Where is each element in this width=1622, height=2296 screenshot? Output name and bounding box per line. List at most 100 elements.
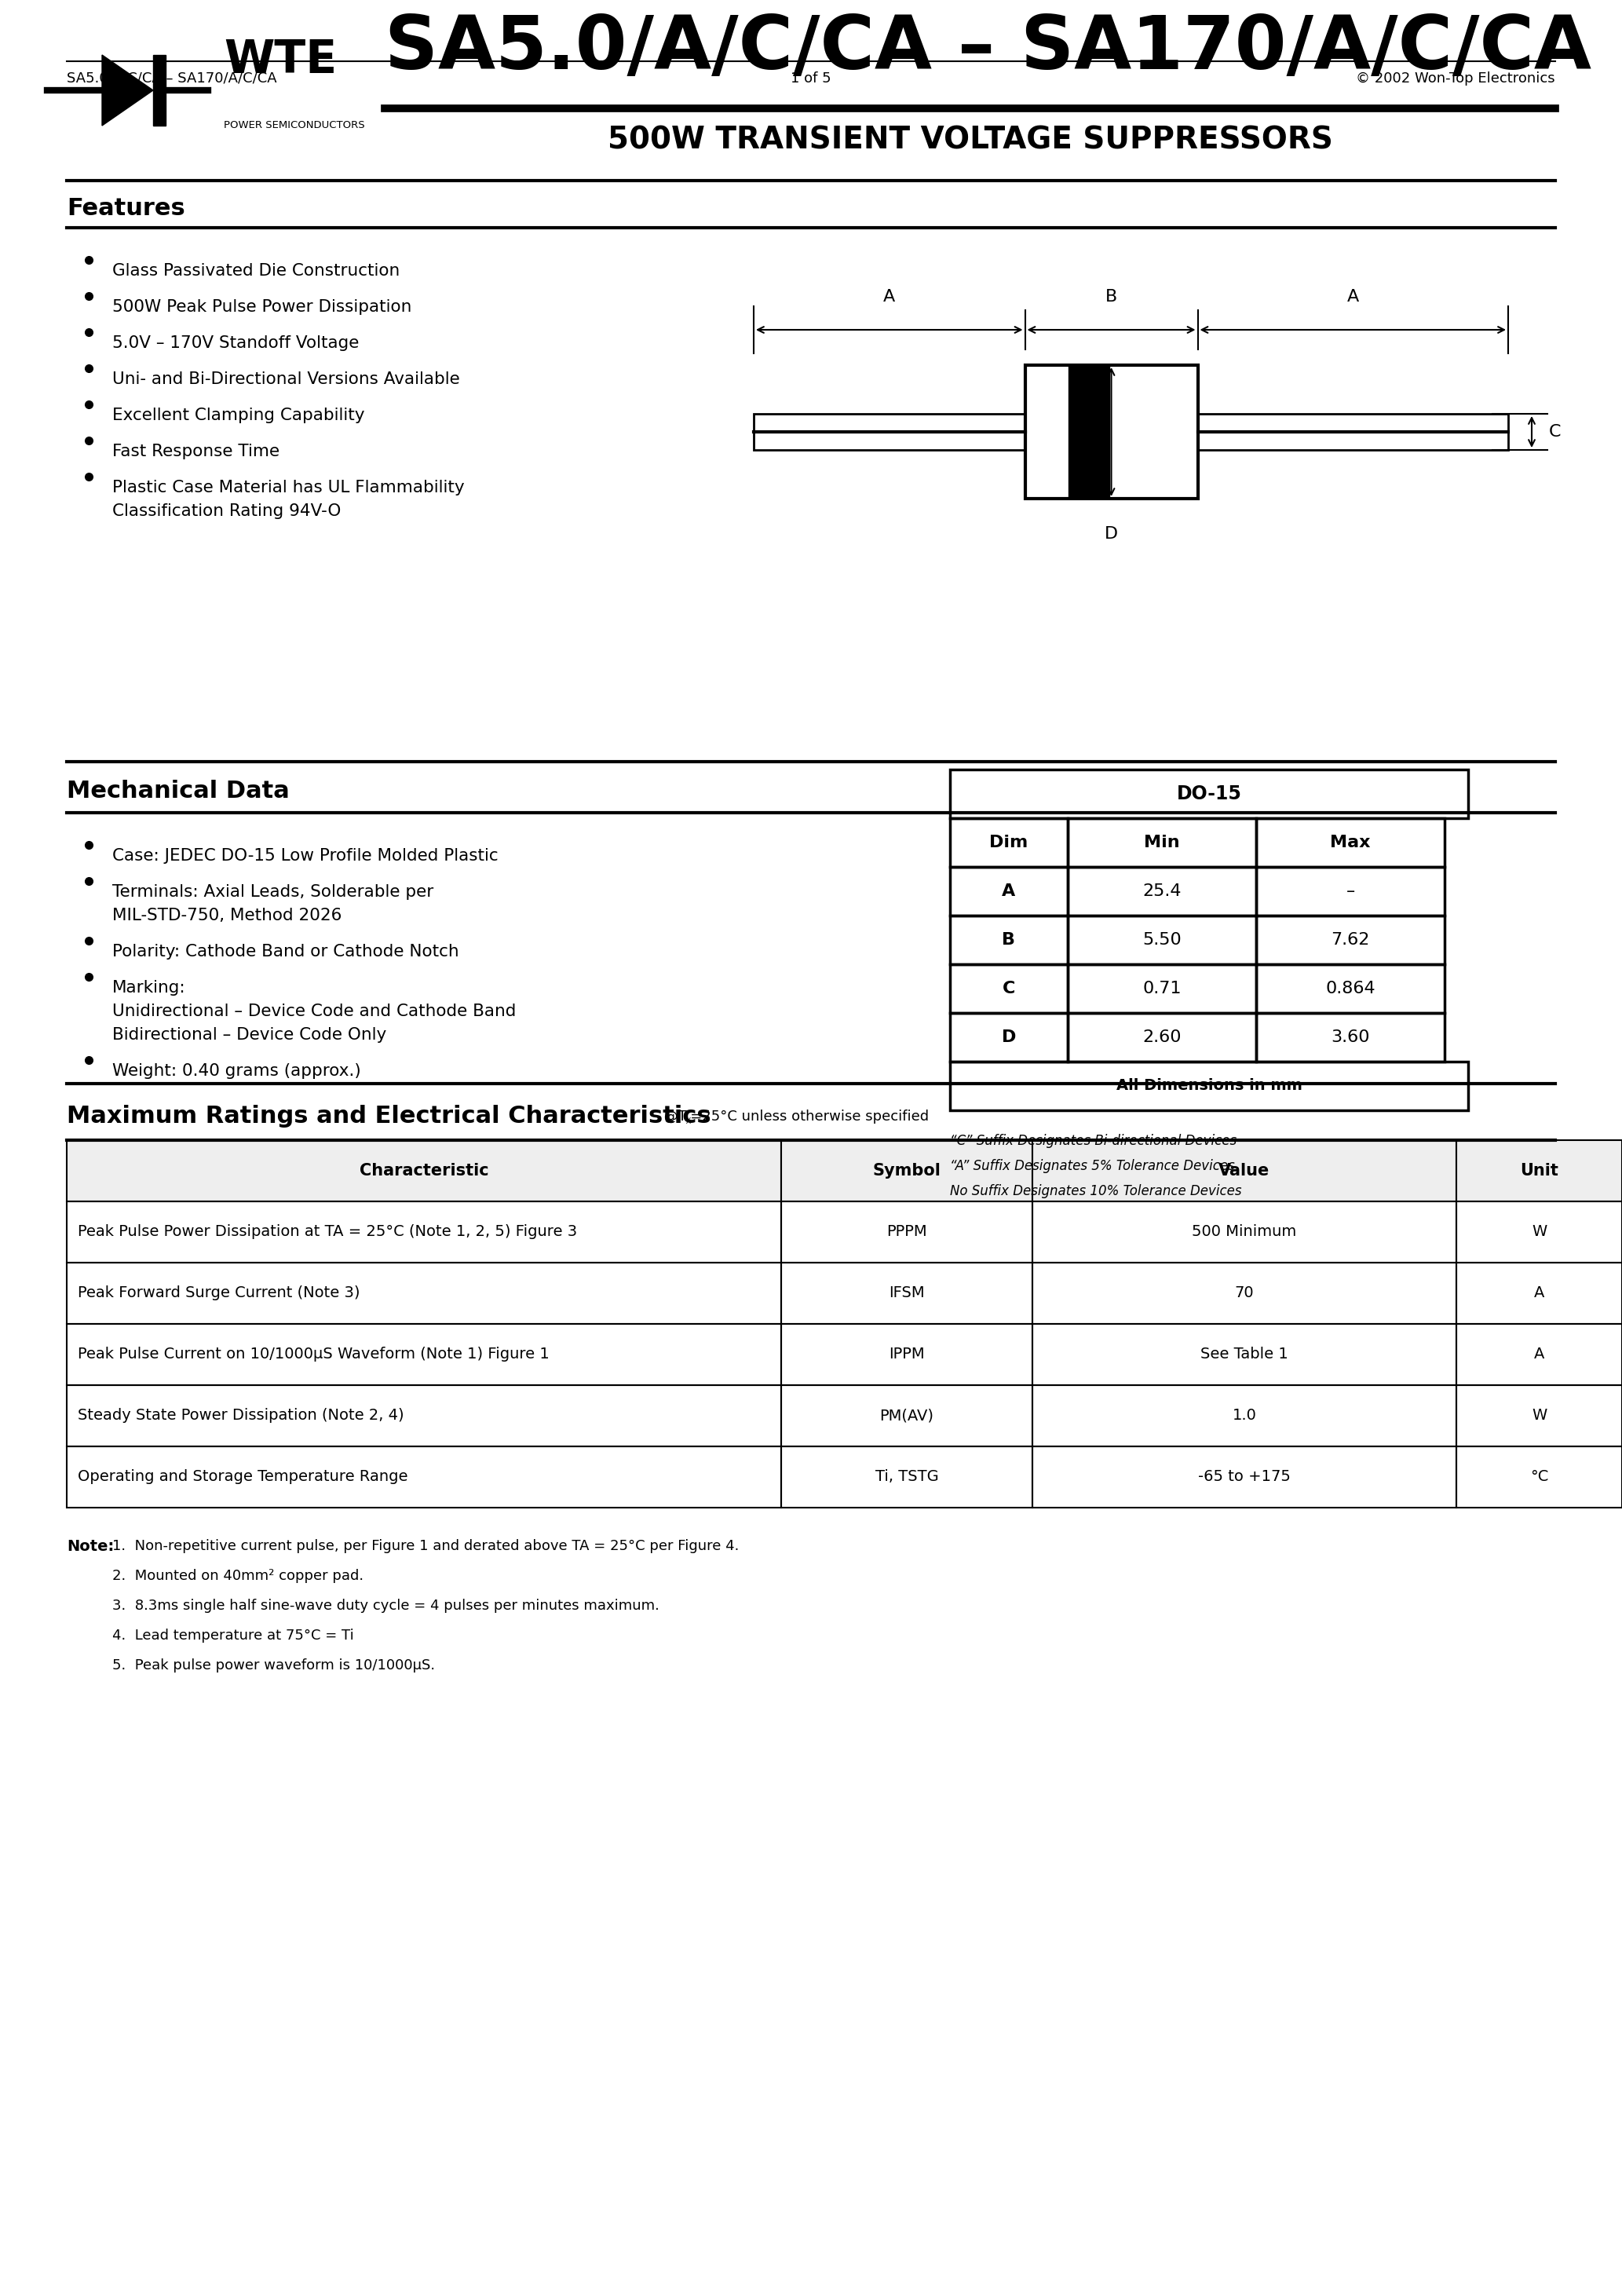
Bar xyxy=(1032,1263,1457,1325)
Text: DO-15: DO-15 xyxy=(1176,785,1241,804)
Text: PPPM: PPPM xyxy=(887,1224,928,1240)
Text: 7.62: 7.62 xyxy=(1332,932,1369,948)
Bar xyxy=(1032,1201,1457,1263)
Text: Uni- and Bi-Directional Versions Available: Uni- and Bi-Directional Versions Availab… xyxy=(112,372,461,388)
Text: W: W xyxy=(1531,1224,1547,1240)
Text: Peak Pulse Current on 10/1000μS Waveform (Note 1) Figure 1: Peak Pulse Current on 10/1000μS Waveform… xyxy=(78,1348,550,1362)
Bar xyxy=(1457,1263,1622,1325)
Bar xyxy=(1255,868,1445,916)
Bar xyxy=(67,1263,782,1325)
Text: Peak Pulse Power Dissipation at TA = 25°C (Note 1, 2, 5) Figure 3: Peak Pulse Power Dissipation at TA = 25°… xyxy=(78,1224,577,1240)
Text: A: A xyxy=(1534,1348,1544,1362)
Bar xyxy=(1457,1384,1622,1446)
Bar xyxy=(1069,365,1109,498)
Polygon shape xyxy=(102,55,152,126)
Text: MIL-STD-750, Method 2026: MIL-STD-750, Method 2026 xyxy=(112,907,342,923)
Text: PM(AV): PM(AV) xyxy=(879,1407,934,1424)
Text: 5.  Peak pulse power waveform is 10/1000μS.: 5. Peak pulse power waveform is 10/1000μ… xyxy=(112,1658,435,1671)
Bar xyxy=(950,817,1067,868)
Bar xyxy=(950,868,1067,916)
Text: C: C xyxy=(1549,425,1560,441)
Text: 500 Minimum: 500 Minimum xyxy=(1192,1224,1296,1240)
Text: Ti, TSTG: Ti, TSTG xyxy=(876,1469,939,1486)
Bar xyxy=(950,769,1468,817)
Text: Marking:: Marking: xyxy=(112,980,187,996)
Text: © 2002 Won-Top Electronics: © 2002 Won-Top Electronics xyxy=(1356,71,1555,85)
Text: WTE: WTE xyxy=(224,37,337,83)
Text: Excellent Clamping Capability: Excellent Clamping Capability xyxy=(112,406,365,422)
Bar xyxy=(1067,916,1255,964)
Text: -65 to +175: -65 to +175 xyxy=(1199,1469,1291,1486)
Bar xyxy=(67,1446,782,1508)
Text: Features: Features xyxy=(67,197,185,220)
Text: °C: °C xyxy=(1530,1469,1549,1486)
Bar xyxy=(950,1061,1468,1111)
Text: D: D xyxy=(1002,1029,1015,1045)
Text: 1 of 5: 1 of 5 xyxy=(792,71,830,85)
Text: “C” Suffix Designates Bi-directional Devices: “C” Suffix Designates Bi-directional Dev… xyxy=(950,1134,1236,1148)
Text: A: A xyxy=(1002,884,1015,900)
Text: D: D xyxy=(1105,526,1118,542)
Bar xyxy=(1457,1325,1622,1384)
Text: Peak Forward Surge Current (Note 3): Peak Forward Surge Current (Note 3) xyxy=(78,1286,360,1302)
Text: B: B xyxy=(1002,932,1015,948)
Bar xyxy=(950,916,1067,964)
Bar xyxy=(1025,365,1197,498)
Text: 4.  Lead temperature at 75°C = Ti: 4. Lead temperature at 75°C = Ti xyxy=(112,1628,354,1642)
Text: 0.71: 0.71 xyxy=(1142,980,1181,996)
Bar xyxy=(1067,964,1255,1013)
Bar xyxy=(1032,1325,1457,1384)
Text: W: W xyxy=(1531,1407,1547,1424)
Text: SA5.0/A/C/CA – SA170/A/C/CA: SA5.0/A/C/CA – SA170/A/C/CA xyxy=(67,71,277,85)
Text: 1.  Non-repetitive current pulse, per Figure 1 and derated above TA = 25°C per F: 1. Non-repetitive current pulse, per Fig… xyxy=(112,1538,740,1552)
Text: Characteristic: Characteristic xyxy=(360,1162,488,1178)
Bar xyxy=(67,1325,782,1384)
Text: No Suffix Designates 10% Tolerance Devices: No Suffix Designates 10% Tolerance Devic… xyxy=(950,1185,1241,1199)
Bar xyxy=(1255,817,1445,868)
Text: Glass Passivated Die Construction: Glass Passivated Die Construction xyxy=(112,264,399,278)
Text: “A” Suffix Designates 5% Tolerance Devices: “A” Suffix Designates 5% Tolerance Devic… xyxy=(950,1159,1234,1173)
Text: Operating and Storage Temperature Range: Operating and Storage Temperature Range xyxy=(78,1469,407,1486)
Text: 500W Peak Pulse Power Dissipation: 500W Peak Pulse Power Dissipation xyxy=(112,298,412,315)
Text: Unit: Unit xyxy=(1520,1162,1559,1178)
Bar xyxy=(67,1201,782,1263)
Text: Value: Value xyxy=(1218,1162,1270,1178)
Bar xyxy=(782,1446,1032,1508)
Text: Symbol: Symbol xyxy=(873,1162,941,1178)
Text: 2.60: 2.60 xyxy=(1142,1029,1181,1045)
Bar xyxy=(1255,1013,1445,1061)
Text: All Dimensions in mm: All Dimensions in mm xyxy=(1116,1079,1302,1093)
Text: Plastic Case Material has UL Flammability: Plastic Case Material has UL Flammabilit… xyxy=(112,480,464,496)
Bar xyxy=(1255,964,1445,1013)
Bar xyxy=(1067,817,1255,868)
Bar xyxy=(1067,1013,1255,1061)
Bar xyxy=(1255,916,1445,964)
Text: 0.864: 0.864 xyxy=(1325,980,1375,996)
Bar xyxy=(1032,1384,1457,1446)
Text: –: – xyxy=(1346,884,1354,900)
Text: Note:: Note: xyxy=(67,1538,114,1554)
Bar xyxy=(152,55,165,126)
Text: 5.50: 5.50 xyxy=(1142,932,1181,948)
Text: A: A xyxy=(1534,1286,1544,1302)
Text: Terminals: Axial Leads, Solderable per: Terminals: Axial Leads, Solderable per xyxy=(112,884,433,900)
Text: SA5.0/A/C/CA – SA170/A/C/CA: SA5.0/A/C/CA – SA170/A/C/CA xyxy=(384,11,1591,85)
Text: A: A xyxy=(1346,289,1359,305)
Text: Weight: 0.40 grams (approx.): Weight: 0.40 grams (approx.) xyxy=(112,1063,362,1079)
Text: Bidirectional – Device Code Only: Bidirectional – Device Code Only xyxy=(112,1026,386,1042)
Text: Max: Max xyxy=(1330,836,1371,850)
Text: 3.  8.3ms single half sine-wave duty cycle = 4 pulses per minutes maximum.: 3. 8.3ms single half sine-wave duty cycl… xyxy=(112,1598,660,1612)
Bar xyxy=(754,413,1025,450)
Text: IFSM: IFSM xyxy=(889,1286,925,1302)
Text: Case: JEDEC DO-15 Low Profile Molded Plastic: Case: JEDEC DO-15 Low Profile Molded Pla… xyxy=(112,847,498,863)
Bar xyxy=(782,1141,1032,1201)
Text: POWER SEMICONDUCTORS: POWER SEMICONDUCTORS xyxy=(224,119,365,131)
Text: Unidirectional – Device Code and Cathode Band: Unidirectional – Device Code and Cathode… xyxy=(112,1003,516,1019)
Text: Maximum Ratings and Electrical Characteristics: Maximum Ratings and Electrical Character… xyxy=(67,1104,710,1127)
Bar xyxy=(1457,1201,1622,1263)
Bar xyxy=(1032,1141,1457,1201)
Text: See Table 1: See Table 1 xyxy=(1200,1348,1288,1362)
Bar xyxy=(1457,1446,1622,1508)
Bar xyxy=(1457,1141,1622,1201)
Text: 2.  Mounted on 40mm² copper pad.: 2. Mounted on 40mm² copper pad. xyxy=(112,1568,363,1582)
